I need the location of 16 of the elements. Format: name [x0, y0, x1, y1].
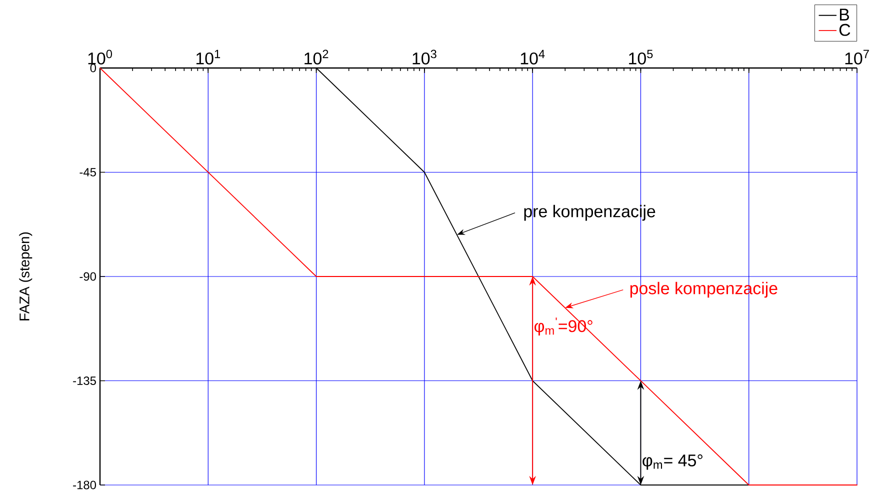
x-tick-label: 10$^{5}$ — [629, 50, 653, 64]
y-tick-label: -90 — [80, 272, 96, 281]
legend-label: B — [840, 8, 849, 20]
x-tick-label: 10$^{4}$ — [520, 50, 545, 64]
y-tick-label: -135 — [73, 376, 96, 385]
annotation: φ$_{m}$= 45° — [642, 454, 702, 470]
x-tick-label: 10$^{3}$ — [412, 50, 436, 64]
x-tick-label: 10$^{7}$ — [845, 50, 869, 64]
x-tick-label: 10$^{0}$ — [88, 50, 112, 64]
y-axis-title: FAZA (stepen) — [19, 232, 32, 320]
x-tick-label: 10$^{2}$ — [304, 50, 328, 64]
y-tick-label: -45 — [80, 168, 96, 176]
legend-label: C — [839, 24, 850, 36]
y-tick-label: -180 — [73, 480, 96, 490]
x-tick-label: 10$^{1}$ — [196, 50, 220, 64]
y-tick-label: 0 — [90, 64, 96, 72]
